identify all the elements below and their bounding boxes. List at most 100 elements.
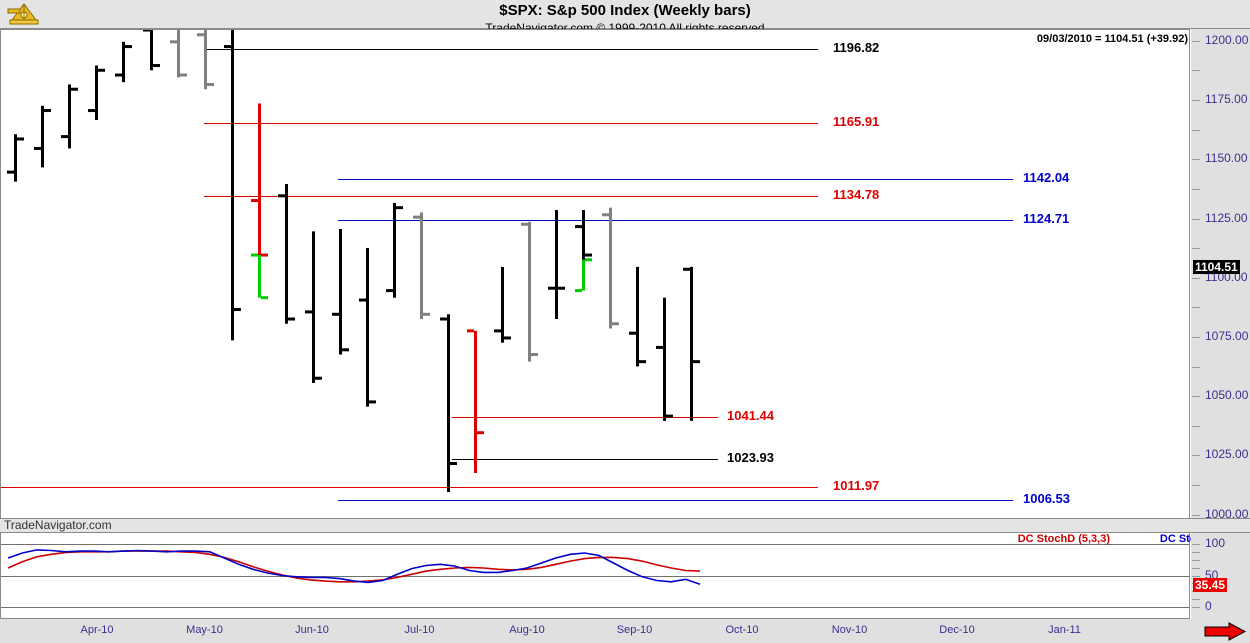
ohlc-bar[interactable] [332,228,349,355]
ohlc-bar[interactable] [602,207,619,329]
bar-close-tick [396,206,403,210]
bar-open-tick [251,253,258,257]
indicator-series-line[interactable] [7,549,701,586]
indicator-canvas [0,544,1189,608]
bar-close-tick [639,360,646,364]
x-axis-band[interactable]: Apr-10 May-10 Jun-10 Jul-10 Aug-10 Sep-10 Oct-… [0,619,1250,643]
ohlc-bar[interactable] [494,266,511,343]
indicator-axis-tick [1192,599,1200,600]
bar-open-tick [305,310,312,314]
bar-open-tick [278,194,285,198]
bar-close-tick [234,308,241,312]
bar-close-tick [369,400,376,404]
bar-close-tick [585,258,592,262]
indicator-axis-tick [1192,568,1200,569]
indicator-axis-tick [1192,576,1200,577]
ohlc-bar[interactable] [88,65,105,121]
ohlc-bar[interactable] [683,266,700,421]
bar-range [204,30,207,90]
bar-open-tick [143,30,150,32]
price-axis-tick [1192,41,1200,42]
price-level-label: 1165.91 [833,113,880,129]
bar-range [555,210,558,320]
bar-open-tick [413,215,420,219]
ohlc-bar[interactable] [548,210,565,320]
bar-range [393,202,396,298]
bar-range [447,314,450,492]
price-level-label: 1041.44 [727,408,774,424]
price-axis-tick [1192,515,1200,516]
bar-close-tick [504,336,511,340]
bar-open-tick [494,329,501,333]
ohlc-bar[interactable] [359,247,376,407]
sextant-icon [6,1,42,28]
ohlc-bar[interactable] [467,329,484,473]
ohlc-bar[interactable] [34,105,51,168]
bar-range [636,266,639,367]
ohlc-bar[interactable] [115,41,132,83]
quote-readout: 09/03/2010 = 1104.51 (+39.92) [1036,33,1188,45]
ohlc-bar[interactable] [61,84,78,149]
price-axis-tick [1192,367,1200,368]
ohlc-bar[interactable] [440,314,457,492]
indicator-axis-gutter[interactable]: 100 50 0 [1191,533,1250,619]
price-axis-tick [1192,426,1200,427]
last-price-badge: 1104.51 [1193,260,1240,275]
bar-close-tick [315,376,322,380]
bar-range [582,259,585,291]
ohlc-bar[interactable] [170,29,187,78]
bar-close-tick [450,462,457,466]
ohlc-bar[interactable] [224,29,241,341]
price-axis-tick-label: 1175.00 [1205,92,1248,107]
ohlc-bar[interactable] [629,266,646,367]
scroll-forward-arrow-icon[interactable] [1204,622,1247,641]
ohlc-bar[interactable] [386,202,403,298]
bar-close-tick [153,64,160,68]
bar-open-tick [115,73,122,77]
indicator-pane[interactable] [0,533,1190,619]
bar-range [528,221,531,362]
header-band [0,0,1250,29]
bar-range [474,330,477,473]
bar-close-tick [261,253,268,257]
ohlc-bar[interactable] [305,231,322,383]
bar-open-tick [575,289,582,293]
bar-open-tick [656,345,663,349]
bar-close-tick [180,73,187,77]
ohlc-bar[interactable] [575,210,592,260]
bar-range [231,30,234,341]
ohlc-bar[interactable] [251,103,268,265]
bar-range [95,65,98,121]
bar-range [258,103,261,265]
ohlc-bar[interactable] [197,29,214,90]
indicator-axis-tick-label: 100 [1205,536,1226,551]
bar-close-tick [612,322,619,326]
x-axis-tick-label: Dec-10 [939,624,975,636]
ohlc-bar[interactable] [575,258,592,293]
price-level-label: 1134.78 [833,187,880,203]
price-level-label: 1023.93 [727,449,774,465]
legend-stoch-d[interactable]: DC StochD (5,3,3) [1017,533,1110,545]
ohlc-bar[interactable] [521,221,538,362]
ohlc-bar[interactable] [7,134,24,182]
price-axis-tick [1192,248,1200,249]
ohlc-bar[interactable] [656,297,673,421]
price-chart-pane[interactable] [0,29,1190,518]
bar-range [582,210,585,260]
bar-open-tick [602,213,609,217]
x-axis-tick-label: Jun-10 [295,624,329,636]
price-axis-tick-label: 1150.00 [1205,151,1248,166]
ohlc-bar[interactable] [251,253,268,300]
ohlc-bar[interactable] [413,212,430,320]
ohlc-bar[interactable] [278,183,295,324]
bar-close-tick [125,45,132,49]
ohlc-bar[interactable] [143,29,160,71]
x-axis-tick-label: Jan-11 [1048,624,1081,636]
bar-close-tick [423,312,430,316]
price-axis-tick [1192,189,1200,190]
price-level-label: 1124.71 [1023,211,1070,227]
bar-open-tick [629,331,636,335]
bar-open-tick [88,109,95,113]
bar-range [420,212,423,320]
